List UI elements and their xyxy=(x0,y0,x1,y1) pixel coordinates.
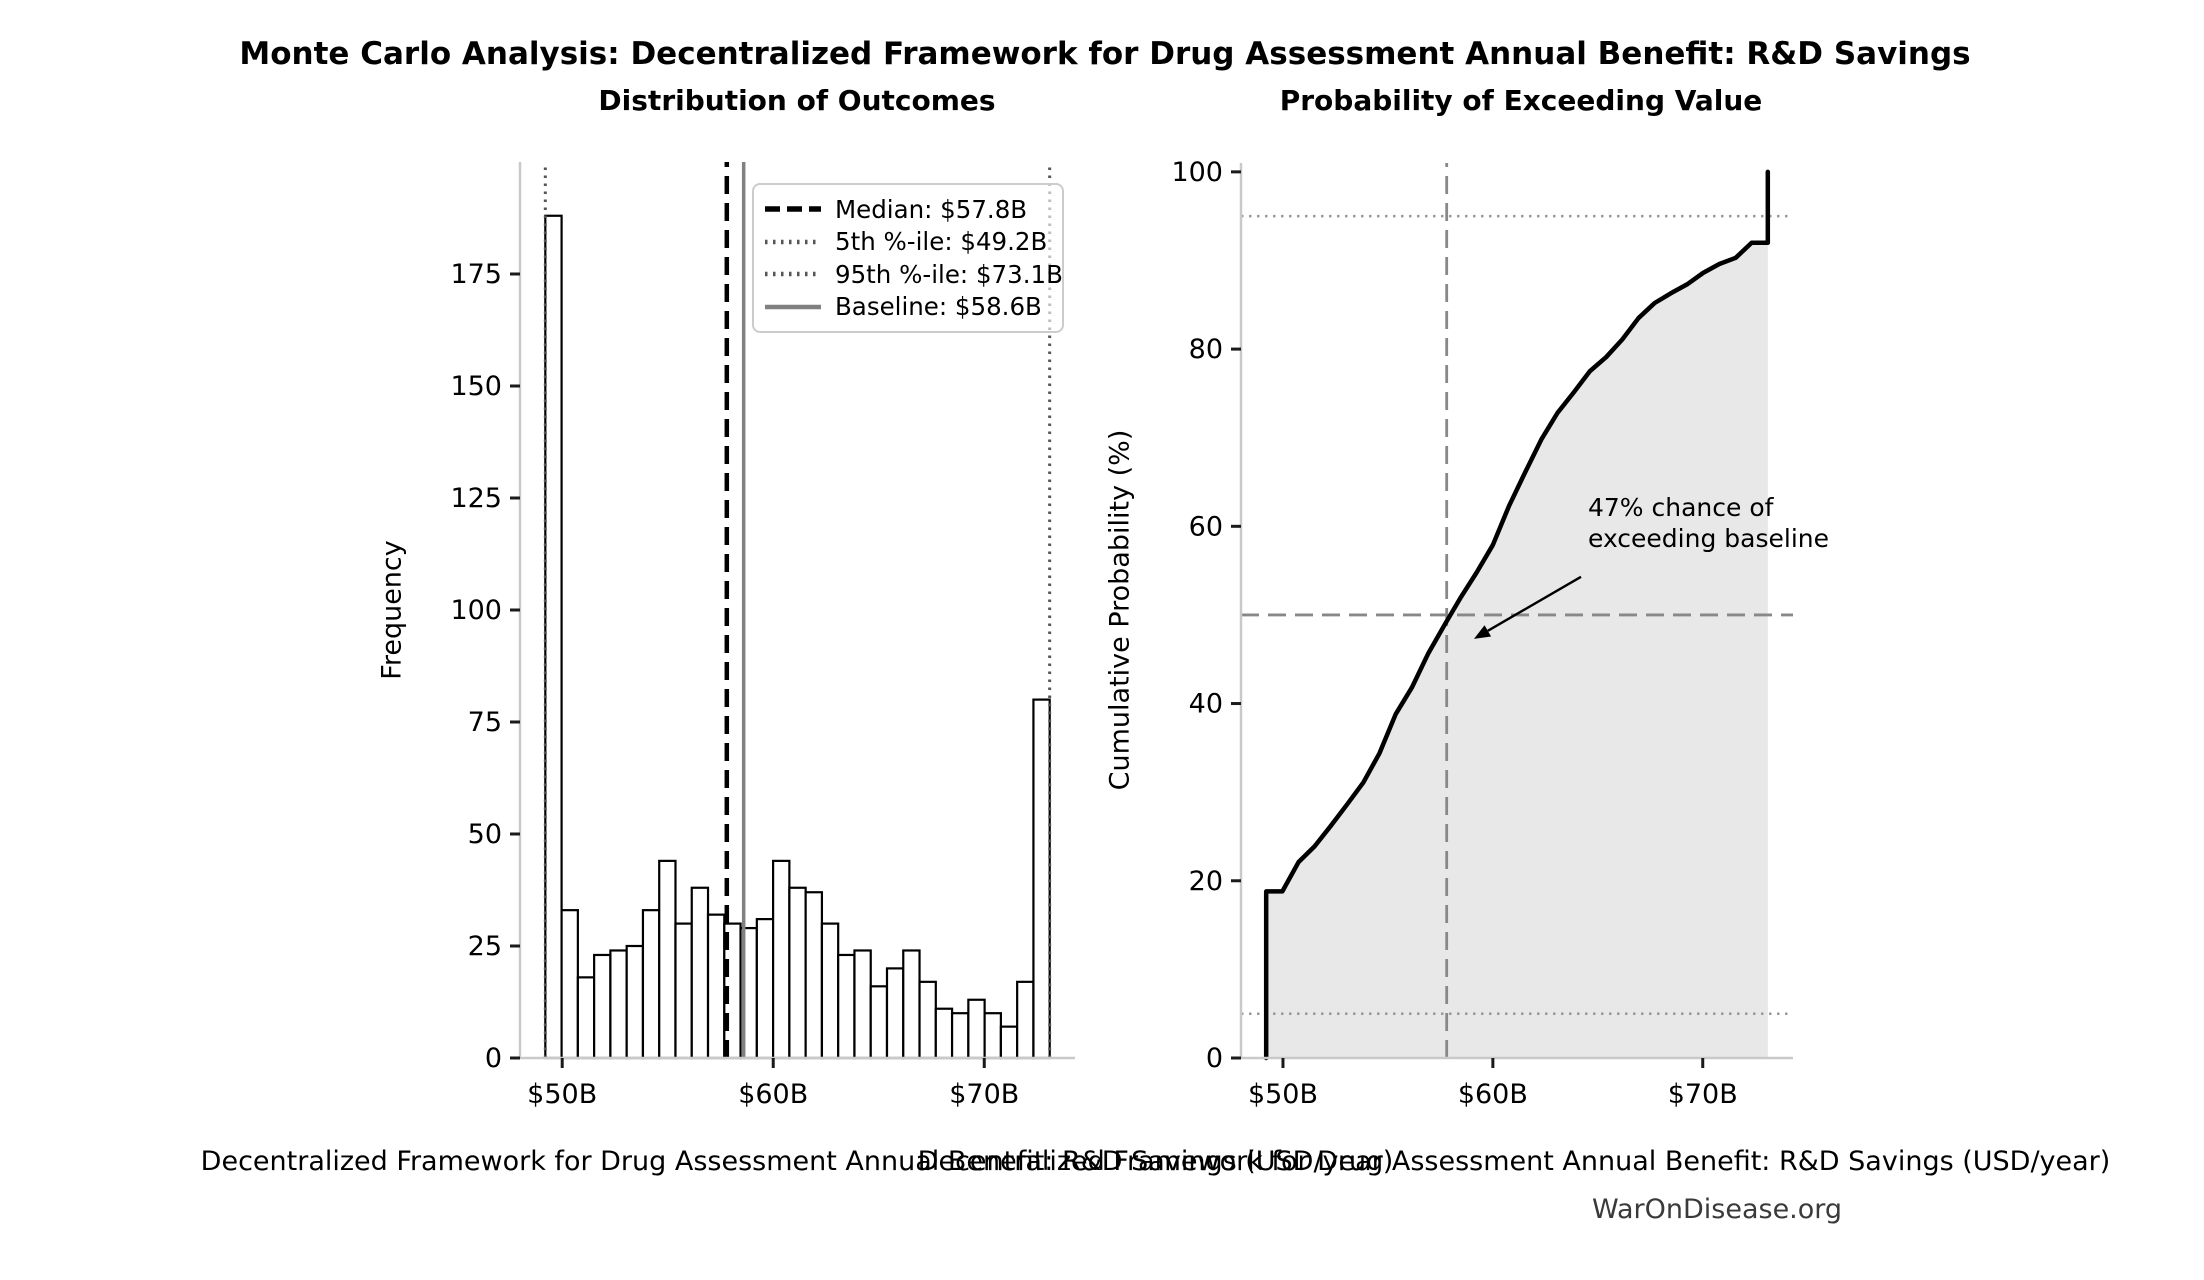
histogram-bar xyxy=(950,1012,970,1060)
histogram-bar xyxy=(609,949,628,1060)
legend-label: 95th %-ile: $73.1B xyxy=(835,259,1063,289)
left-y-tick-label: 25 xyxy=(468,931,502,962)
histogram-bar xyxy=(837,953,856,1060)
right-y-tick-label: 40 xyxy=(1189,689,1223,720)
histogram-bar xyxy=(869,985,889,1060)
right-x-tick-label: $50B xyxy=(1248,1079,1318,1110)
histogram-bar xyxy=(625,944,645,1060)
annotation-line-1: 47% chance of xyxy=(1588,493,1774,522)
histogram-bar xyxy=(641,909,661,1060)
histogram-bar xyxy=(690,886,710,1060)
left-x-tick-label: $60B xyxy=(738,1079,808,1110)
cdf-curve xyxy=(1263,169,1771,1061)
annotation-arrow-shaft xyxy=(1487,575,1582,632)
annotation-47-percent: 47% chance of exceeding baseline xyxy=(1588,492,1829,554)
legend-item-p5: 5th %-ile: $49.2B xyxy=(764,227,1050,256)
histogram-bar xyxy=(820,922,840,1060)
histogram-bar xyxy=(772,859,791,1060)
histogram-bar xyxy=(706,913,726,1060)
legend-item-baseline: Baseline: $58.6B xyxy=(764,292,1050,321)
histogram-bar xyxy=(853,949,872,1060)
histogram-bar xyxy=(544,214,563,1060)
left-y-tick-label: 75 xyxy=(468,707,502,738)
left-y-tick-label: 150 xyxy=(450,371,502,402)
histogram-bar xyxy=(658,859,677,1060)
histogram-bar xyxy=(788,886,807,1060)
right-y-axis-label: Cumulative Probability (%) xyxy=(1104,429,1136,791)
histogram-bar xyxy=(1032,698,1051,1060)
left-x-tick-label: $70B xyxy=(949,1079,1019,1110)
histogram-bar xyxy=(902,949,921,1060)
left-y-tick-label: 175 xyxy=(450,259,502,290)
right-x-axis-label: Decentralized Framework for Drug Assessm… xyxy=(917,1146,2111,1177)
left-x-tick-label: $50B xyxy=(527,1079,597,1110)
legend-item-p95: 95th %-ile: $73.1B xyxy=(764,260,1063,289)
histogram-bar xyxy=(967,998,986,1060)
right-chart-title: Probability of Exceeding Value xyxy=(1279,84,1763,117)
right-x-tick-label: $70B xyxy=(1668,1079,1738,1110)
histogram-bar xyxy=(1016,980,1035,1060)
histogram-bar xyxy=(999,1025,1019,1060)
histogram-bar xyxy=(983,1012,1002,1060)
right-y-tick-label: 100 xyxy=(1171,157,1223,188)
histogram-bar xyxy=(918,980,937,1060)
histogram-bar xyxy=(934,1007,954,1060)
right-y-tick-label: 80 xyxy=(1189,334,1223,365)
histogram-bar xyxy=(593,953,612,1060)
legend: Median: $57.8B 5th %-ile: $49.2B 95th %-… xyxy=(752,183,1064,333)
annotation-line-2: exceeding baseline xyxy=(1588,524,1829,553)
legend-item-median: Median: $57.8B xyxy=(764,195,1050,224)
histogram-bar xyxy=(755,918,775,1060)
left-y-axis-label: Frequency xyxy=(376,540,408,680)
left-y-tick-label: 100 xyxy=(450,595,502,626)
right-y-tick-label: 0 xyxy=(1206,1043,1223,1074)
watermark: WarOnDisease.org xyxy=(1592,1194,1843,1225)
solid-line-icon xyxy=(765,304,821,309)
figure-title: Monte Carlo Analysis: Decentralized Fram… xyxy=(239,36,1971,72)
left-chart-title: Distribution of Outcomes xyxy=(598,84,996,117)
left-x-axis-label: Decentralized Framework for Drug Assessm… xyxy=(200,1146,1394,1177)
left-y-tick-label: 50 xyxy=(468,819,502,850)
legend-label: Baseline: $58.6B xyxy=(835,292,1042,322)
legend-label: Median: $57.8B xyxy=(835,194,1028,224)
histogram-bar xyxy=(674,922,693,1060)
left-y-tick-label: 125 xyxy=(450,483,502,514)
right-y-tick-label: 20 xyxy=(1189,866,1223,897)
histogram-bar xyxy=(560,909,579,1060)
legend-label: 5th %-ile: $49.2B xyxy=(835,227,1048,257)
histogram-bar xyxy=(885,967,905,1060)
annotation-arrow-head xyxy=(1473,625,1492,639)
left-y-tick-label: 0 xyxy=(485,1043,502,1074)
right-y-tick-label: 60 xyxy=(1189,511,1223,542)
dashed-line-icon xyxy=(765,206,821,212)
histogram-bar xyxy=(804,891,824,1060)
dotted-line-icon xyxy=(765,239,821,244)
histogram-bar xyxy=(576,976,596,1060)
dotted-line-icon xyxy=(765,272,821,277)
right-x-tick-label: $60B xyxy=(1458,1079,1528,1110)
